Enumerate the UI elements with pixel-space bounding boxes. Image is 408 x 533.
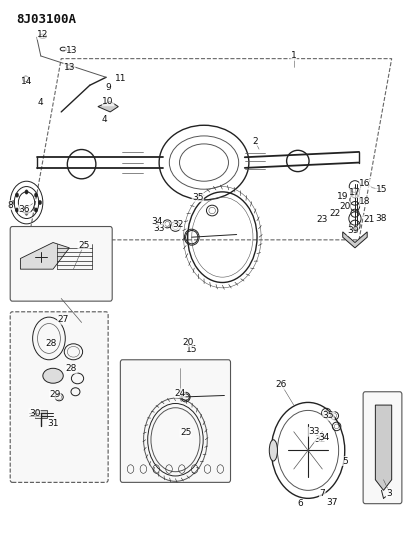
Circle shape xyxy=(38,200,42,205)
Text: 30: 30 xyxy=(29,409,40,417)
Text: 34: 34 xyxy=(151,217,163,225)
Text: 33: 33 xyxy=(308,427,320,436)
Text: 7: 7 xyxy=(319,489,325,497)
Circle shape xyxy=(25,211,28,215)
Text: 3: 3 xyxy=(387,489,392,497)
Text: 35: 35 xyxy=(323,411,334,420)
Text: 4: 4 xyxy=(101,116,107,124)
Text: 31: 31 xyxy=(47,419,59,428)
Text: 35: 35 xyxy=(192,193,204,201)
Text: 2: 2 xyxy=(252,137,258,146)
Text: 27: 27 xyxy=(58,316,69,324)
FancyBboxPatch shape xyxy=(10,312,108,482)
Text: 12: 12 xyxy=(37,30,49,39)
Text: 13: 13 xyxy=(66,46,77,55)
Text: 15: 15 xyxy=(186,345,197,353)
Text: 29: 29 xyxy=(49,390,61,399)
Polygon shape xyxy=(343,232,367,248)
Text: 28: 28 xyxy=(45,340,57,348)
Ellipse shape xyxy=(22,76,29,82)
FancyBboxPatch shape xyxy=(10,227,112,301)
Ellipse shape xyxy=(66,65,73,68)
Text: 10: 10 xyxy=(102,97,114,106)
Text: 33: 33 xyxy=(153,224,165,232)
Text: 18: 18 xyxy=(359,197,371,206)
Text: 26: 26 xyxy=(276,381,287,389)
Polygon shape xyxy=(375,405,392,490)
Ellipse shape xyxy=(269,440,277,461)
Text: 20: 20 xyxy=(339,202,350,211)
Text: 14: 14 xyxy=(21,77,32,85)
Text: 4: 4 xyxy=(38,98,44,107)
Text: 32: 32 xyxy=(172,221,183,229)
Text: 32: 32 xyxy=(315,435,326,444)
FancyBboxPatch shape xyxy=(363,392,402,504)
Text: 13: 13 xyxy=(64,63,75,72)
Text: 11: 11 xyxy=(115,74,126,83)
Text: 25: 25 xyxy=(78,241,89,249)
Circle shape xyxy=(25,190,28,194)
Circle shape xyxy=(16,208,19,212)
Text: 1: 1 xyxy=(291,52,297,60)
Polygon shape xyxy=(98,101,118,112)
Text: 9: 9 xyxy=(105,84,111,92)
FancyBboxPatch shape xyxy=(120,360,231,482)
Text: 8J03100A: 8J03100A xyxy=(16,13,76,26)
Text: 8: 8 xyxy=(7,201,13,209)
Text: 17: 17 xyxy=(349,189,361,197)
Ellipse shape xyxy=(60,47,66,51)
Circle shape xyxy=(11,200,15,205)
Text: 23: 23 xyxy=(317,215,328,224)
Text: 36: 36 xyxy=(19,205,30,214)
Polygon shape xyxy=(35,410,47,418)
Text: 38: 38 xyxy=(376,214,387,223)
Text: 39: 39 xyxy=(347,227,359,235)
Ellipse shape xyxy=(39,34,47,38)
Text: 25: 25 xyxy=(180,429,191,437)
Text: 34: 34 xyxy=(319,433,330,441)
Text: 37: 37 xyxy=(327,498,338,507)
Text: 15: 15 xyxy=(376,185,387,193)
Ellipse shape xyxy=(43,368,63,383)
Text: 16: 16 xyxy=(359,180,371,188)
Text: 28: 28 xyxy=(66,365,77,373)
Text: 22: 22 xyxy=(329,209,340,217)
Text: 19: 19 xyxy=(337,192,348,200)
Text: 6: 6 xyxy=(297,499,303,508)
Text: 5: 5 xyxy=(342,457,348,465)
Circle shape xyxy=(34,208,38,212)
Polygon shape xyxy=(20,243,69,269)
Text: 21: 21 xyxy=(364,215,375,224)
Text: 20: 20 xyxy=(182,338,193,346)
Circle shape xyxy=(34,193,38,197)
Text: 24: 24 xyxy=(174,389,185,398)
Circle shape xyxy=(16,193,19,197)
